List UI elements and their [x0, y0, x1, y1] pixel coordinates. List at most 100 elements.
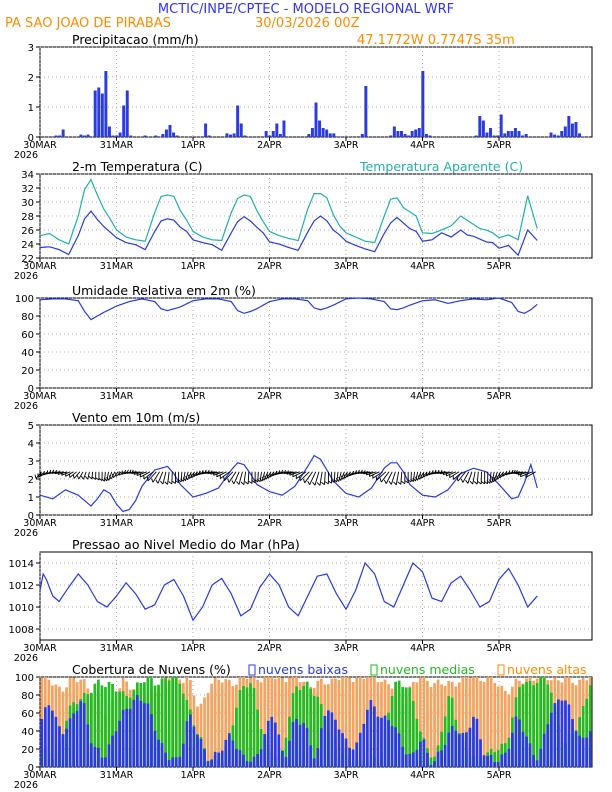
panel-title: Precipitacao (mm/h)	[72, 32, 199, 47]
wind-barb-flag	[34, 474, 37, 479]
precip-bar	[428, 135, 432, 137]
cloud-bar	[135, 695, 139, 767]
x-tick-label: 3APR	[334, 518, 359, 529]
cloud-bar	[415, 749, 419, 767]
y-tick-label: 80	[21, 312, 34, 323]
wind-barb-flag	[128, 469, 132, 474]
cloud-bar	[440, 731, 443, 767]
wind-barb-flag	[121, 470, 123, 475]
cloud-bar	[273, 722, 277, 767]
cloud-bar	[323, 715, 327, 767]
cloud-bar	[542, 677, 546, 767]
cloud-legend-swatch	[370, 664, 378, 676]
wind-barb	[462, 471, 470, 483]
x-tick-label: 5APR	[487, 391, 512, 402]
x-tick-label: 31MAR	[100, 518, 134, 529]
wind-barbs	[34, 469, 536, 486]
precip-bar	[115, 135, 119, 137]
cloud-bar	[153, 730, 157, 767]
wind-barb-flag	[493, 476, 496, 481]
wind-barb-flag	[72, 474, 75, 479]
precip-bar	[175, 135, 179, 137]
cloud-bar	[429, 757, 433, 767]
cloud-bar	[93, 747, 97, 767]
precip-bar	[129, 135, 133, 137]
cloud-bar	[72, 713, 75, 767]
cloud-bar	[111, 735, 114, 767]
cloud-bar	[217, 679, 221, 767]
wind-barb-flag	[210, 470, 213, 475]
cloud-bar	[93, 683, 97, 767]
precip-bar	[410, 131, 414, 137]
wind-barb	[283, 471, 294, 475]
wind-barb	[280, 471, 291, 475]
cloud-bar	[532, 685, 535, 767]
x-tick-label: 2APR	[257, 261, 282, 272]
wind-barb-flag	[248, 480, 253, 484]
wind-barb-flag	[316, 482, 321, 486]
wind-barb	[443, 471, 453, 476]
cloud-bar	[157, 739, 160, 767]
wind-barb-flag	[101, 478, 105, 482]
wind-barb	[304, 471, 313, 484]
wind-barb	[73, 471, 81, 479]
wind-barb-flag	[328, 480, 332, 484]
cloud-bar	[535, 683, 539, 767]
cloud-bar	[281, 677, 284, 767]
cloud-bar	[358, 677, 362, 767]
cloud-bar	[355, 677, 359, 767]
precip-bar	[499, 114, 503, 137]
wind-barb-flag	[417, 475, 420, 480]
wind-barb	[129, 471, 138, 474]
precip-bar	[225, 133, 229, 137]
cloud-bar	[178, 683, 182, 767]
cloud-bar	[557, 699, 560, 767]
cloud-bar	[213, 677, 217, 767]
panel-title: Cobertura de Nuvens (%)	[72, 662, 231, 677]
cloud-bar	[196, 734, 199, 767]
wind-barb	[467, 471, 473, 484]
wind-barb-flag	[508, 470, 511, 475]
precip-bar	[100, 93, 104, 137]
precip-bar	[282, 120, 286, 137]
cloud-bar	[259, 729, 263, 767]
wind-barb	[385, 471, 393, 484]
x-tick-label: 5APR	[487, 643, 512, 654]
y-tick-label: 30	[21, 198, 34, 209]
precip-bar	[414, 129, 418, 137]
cloud-bar	[281, 751, 284, 767]
wind-barb-flag	[360, 469, 363, 474]
x-tick-label: 5APR	[487, 518, 512, 529]
cloud-bar	[457, 682, 461, 767]
y-tick-label: 2	[28, 73, 34, 84]
cloud-bar	[146, 703, 150, 767]
wind-barb-flag	[240, 481, 245, 486]
wind-barb-flag	[283, 469, 286, 474]
x-tick-label: 4APR	[410, 643, 435, 654]
chart-main-title: MCTIC/INPE/CPTEC - MODELO REGIONAL WRF	[158, 2, 454, 17]
precip-bar	[314, 102, 318, 137]
cloud-bar	[542, 733, 546, 767]
cloud-bar	[549, 712, 553, 767]
wind-barb-flag	[131, 469, 134, 474]
wind-barb	[440, 471, 450, 475]
wind-barb-flag	[139, 473, 142, 478]
y-tick-label: 20	[21, 745, 34, 756]
cloud-bar	[288, 740, 291, 767]
precip-bar	[143, 135, 147, 137]
cloud-bar	[47, 705, 51, 767]
wind-barb-flag	[164, 481, 168, 485]
x-tick-label: 3APR	[334, 140, 359, 151]
precip-bar	[521, 135, 525, 137]
cloud-bar	[259, 749, 263, 767]
cloud-bar	[291, 722, 295, 767]
precip-bar	[524, 134, 528, 137]
x-tick-label: 30MAR	[23, 770, 57, 781]
wind-barb-flag	[272, 471, 274, 476]
wind-barb	[131, 471, 141, 475]
precip-bar	[424, 134, 428, 137]
wind-barb-flag	[321, 481, 325, 486]
cloud-bar	[309, 688, 313, 767]
wind-barb	[419, 471, 425, 480]
cloud-bar	[525, 736, 528, 767]
